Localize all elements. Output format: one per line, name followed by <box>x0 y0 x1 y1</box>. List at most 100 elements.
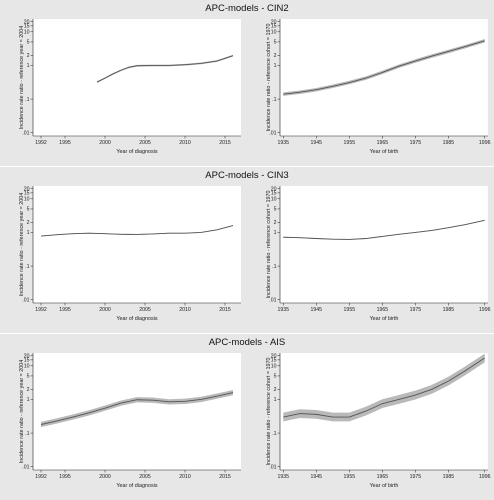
x-tick-label: 1955 <box>344 140 356 146</box>
y-tick-label: .1 <box>272 97 276 103</box>
y-tick-label: 15 <box>24 191 30 197</box>
plot-area <box>280 186 488 303</box>
x-axis-label: Year of birth <box>370 149 399 155</box>
x-tick-label: 1985 <box>443 140 455 146</box>
y-tick-label: 15 <box>271 191 277 197</box>
y-tick-label: 20 <box>24 186 30 192</box>
series-line <box>283 40 485 95</box>
y-axis-label: Incidence rate ratio - reference year = … <box>19 360 25 464</box>
x-tick-label: 1945 <box>311 474 323 480</box>
y-tick-label: 10 <box>271 364 277 370</box>
y-axis-label: Incidence rate ratio - reference cohort … <box>266 357 272 465</box>
series-line <box>283 357 485 418</box>
plot-area <box>33 19 241 136</box>
x-tick-label: 1975 <box>410 474 422 480</box>
y-tick-label: 10 <box>271 30 277 36</box>
x-tick-label: 2005 <box>139 140 151 146</box>
y-tick-label: 5 <box>274 374 277 380</box>
x-tick-label: 2005 <box>139 307 151 313</box>
x-tick-label: 1995 <box>59 307 71 313</box>
x-tick-label: 1975 <box>410 140 422 146</box>
x-tick-label: 1975 <box>410 307 422 313</box>
x-tick-label: 1992 <box>35 474 47 480</box>
plot-area <box>33 186 241 303</box>
x-tick-label: 1935 <box>278 474 290 480</box>
y-tick-label: 5 <box>27 40 30 46</box>
x-tick-label: 2010 <box>179 140 191 146</box>
confidence-band <box>41 389 233 428</box>
x-tick-label: 1955 <box>344 307 356 313</box>
confidence-band <box>283 353 485 422</box>
y-tick-label: .1 <box>272 431 276 437</box>
x-tick-label: 2015 <box>219 307 231 313</box>
y-tick-label: .01 <box>22 131 29 137</box>
x-axis-label: Year of birth <box>370 483 399 489</box>
y-tick-label: 1 <box>274 63 277 69</box>
y-tick-label: .1 <box>272 264 276 270</box>
confidence-band <box>283 39 485 96</box>
y-tick-label: 1 <box>27 63 30 69</box>
y-tick-label: 2 <box>274 220 277 226</box>
y-tick-label: 2 <box>27 53 30 59</box>
x-tick-label: 2000 <box>99 140 111 146</box>
y-tick-label: .1 <box>25 97 29 103</box>
x-tick-label: 1992 <box>35 140 47 146</box>
y-tick-label: 10 <box>24 364 30 370</box>
y-axis-label: Incidence rate ratio - reference year = … <box>19 26 25 130</box>
y-axis-label: Incidence rate ratio - reference cohort … <box>266 190 272 298</box>
y-tick-label: 2 <box>274 53 277 59</box>
x-tick-label: 1955 <box>344 474 356 480</box>
x-tick-label: 1996 <box>479 307 491 313</box>
y-tick-label: 2 <box>274 387 277 393</box>
x-tick-label: 1935 <box>278 140 290 146</box>
x-tick-label: 1935 <box>278 307 290 313</box>
x-axis-label: Year of diagnosis <box>116 316 157 322</box>
plot-area <box>280 19 488 136</box>
y-axis-label: Incidence rate ratio - reference cohort … <box>266 23 272 131</box>
x-tick-label: 1992 <box>35 307 47 313</box>
x-tick-label: 1996 <box>479 474 491 480</box>
y-tick-label: .01 <box>22 298 29 304</box>
section-title-cin3: APC-models - CIN3 <box>205 170 289 181</box>
y-tick-label: 10 <box>24 30 30 36</box>
x-axis-label: Year of diagnosis <box>116 483 157 489</box>
x-axis-label: Year of diagnosis <box>116 149 157 155</box>
series-line <box>283 219 485 240</box>
y-tick-label: 1 <box>27 230 30 236</box>
x-tick-label: 1945 <box>311 140 323 146</box>
y-tick-label: 1 <box>274 230 277 236</box>
y-tick-label: 10 <box>24 197 30 203</box>
x-tick-label: 1965 <box>377 140 389 146</box>
x-tick-label: 1985 <box>443 474 455 480</box>
y-tick-label: 5 <box>27 374 30 380</box>
y-tick-label: 1 <box>27 397 30 403</box>
y-tick-label: 10 <box>271 197 277 203</box>
y-tick-label: 20 <box>271 186 277 192</box>
y-tick-label: 15 <box>24 24 30 30</box>
y-tick-label: 20 <box>271 19 277 25</box>
x-tick-label: 1965 <box>377 474 389 480</box>
x-tick-label: 1996 <box>479 140 491 146</box>
x-tick-label: 2005 <box>139 474 151 480</box>
series-line <box>96 55 234 83</box>
x-tick-label: 1995 <box>59 474 71 480</box>
y-tick-label: 20 <box>24 353 30 359</box>
x-tick-label: 1945 <box>311 307 323 313</box>
y-tick-label: 5 <box>274 40 277 46</box>
x-tick-label: 2015 <box>219 140 231 146</box>
y-tick-label: .01 <box>269 131 276 137</box>
y-tick-label: 20 <box>24 19 30 25</box>
y-tick-label: 15 <box>271 24 277 30</box>
x-tick-label: 1965 <box>377 307 389 313</box>
section-title-cin2: APC-models - CIN2 <box>205 3 289 14</box>
y-tick-label: .01 <box>22 465 29 471</box>
y-tick-label: .01 <box>269 298 276 304</box>
x-tick-label: 2010 <box>179 474 191 480</box>
x-tick-label: 2010 <box>179 307 191 313</box>
y-tick-label: 15 <box>271 358 277 364</box>
